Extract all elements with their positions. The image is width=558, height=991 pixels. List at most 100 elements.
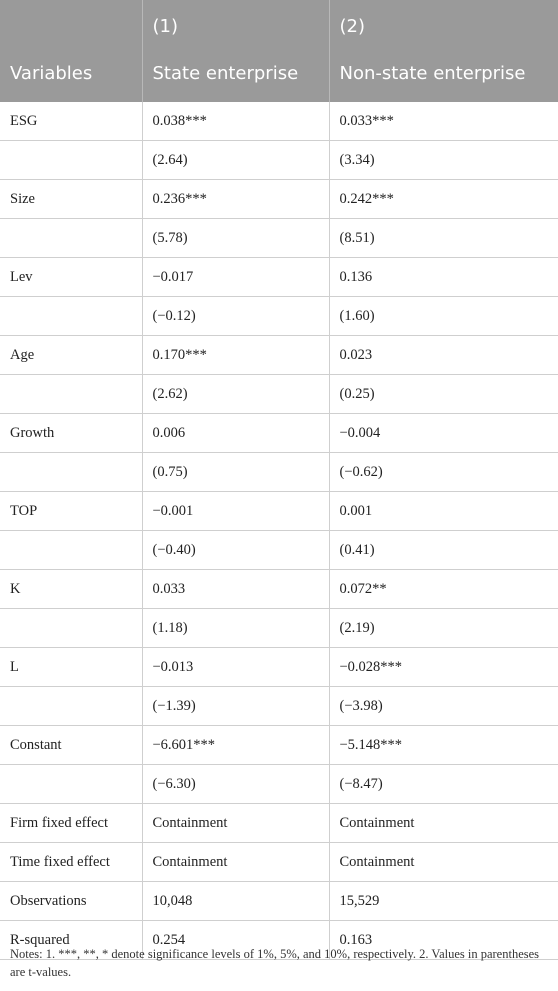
value-cell: 0.006 bbox=[142, 413, 330, 453]
value-cell: (−6.30) bbox=[142, 764, 330, 804]
table-row: Size 0.236*** 0.242*** bbox=[0, 179, 558, 219]
value-cell: (8.51) bbox=[329, 218, 558, 258]
variable-name-cell bbox=[0, 530, 143, 570]
header-cell: (2) bbox=[329, 0, 558, 48]
table-row: Time fixed effect Containment Containment bbox=[0, 842, 558, 882]
variable-name-cell: Observations bbox=[0, 881, 143, 921]
variable-name-cell: Firm fixed effect bbox=[0, 803, 143, 843]
value-cell: (1.60) bbox=[329, 296, 558, 336]
value-cell: (−0.12) bbox=[142, 296, 330, 336]
value-cell: −0.004 bbox=[329, 413, 558, 453]
value-cell: (3.34) bbox=[329, 140, 558, 180]
variable-name-cell bbox=[0, 764, 143, 804]
table-row: Age 0.170*** 0.023 bbox=[0, 335, 558, 375]
table-row: (2.64) (3.34) bbox=[0, 140, 558, 180]
table-row: (0.75) (−0.62) bbox=[0, 452, 558, 492]
value-cell: 0.038*** bbox=[142, 102, 330, 141]
value-cell: 0.023 bbox=[329, 335, 558, 375]
value-cell: 0.136 bbox=[329, 257, 558, 297]
value-cell: −5.148*** bbox=[329, 725, 558, 765]
regression-table: (1) (2) Variables State enterprise Non-s… bbox=[0, 0, 558, 960]
regression-table-container: (1) (2) Variables State enterprise Non-s… bbox=[0, 0, 558, 960]
value-cell: (2.62) bbox=[142, 374, 330, 414]
value-cell: 0.242*** bbox=[329, 179, 558, 219]
variable-name-cell: Constant bbox=[0, 725, 143, 765]
value-cell: (5.78) bbox=[142, 218, 330, 258]
table-row: (1.18) (2.19) bbox=[0, 608, 558, 648]
table-row: (−0.40) (0.41) bbox=[0, 530, 558, 570]
value-cell: (2.19) bbox=[329, 608, 558, 648]
value-cell: (−8.47) bbox=[329, 764, 558, 804]
value-cell: (0.41) bbox=[329, 530, 558, 570]
header-cell: State enterprise bbox=[142, 48, 330, 102]
variable-name-cell bbox=[0, 452, 143, 492]
table-row: R-squared 0.254 0.163 bbox=[0, 920, 558, 960]
value-cell: 0.163 bbox=[329, 920, 558, 960]
table-row: Observations 10,048 15,529 bbox=[0, 881, 558, 921]
variable-name-cell: TOP bbox=[0, 491, 143, 531]
value-cell: −6.601*** bbox=[142, 725, 330, 765]
variable-name-cell: Age bbox=[0, 335, 143, 375]
value-cell: Containment bbox=[142, 842, 330, 882]
value-cell: 0.236*** bbox=[142, 179, 330, 219]
variable-name-cell: Size bbox=[0, 179, 143, 219]
variable-name-cell: L bbox=[0, 647, 143, 687]
value-cell: (1.18) bbox=[142, 608, 330, 648]
value-cell: (0.75) bbox=[142, 452, 330, 492]
table-row: (−6.30) (−8.47) bbox=[0, 764, 558, 804]
table-row: ESG 0.038*** 0.033*** bbox=[0, 102, 558, 141]
variable-name-cell bbox=[0, 374, 143, 414]
value-cell: 0.033 bbox=[142, 569, 330, 609]
value-cell: (2.64) bbox=[142, 140, 330, 180]
value-cell: (0.25) bbox=[329, 374, 558, 414]
header-cell: Variables bbox=[0, 48, 143, 102]
header-cell: Non-state enterprise bbox=[329, 48, 558, 102]
value-cell: (−0.40) bbox=[142, 530, 330, 570]
variable-name-cell bbox=[0, 296, 143, 336]
variable-name-cell: K bbox=[0, 569, 143, 609]
value-cell: 0.254 bbox=[142, 920, 330, 960]
header-row-column-numbers: (1) (2) bbox=[0, 0, 558, 48]
header-cell: (1) bbox=[142, 0, 330, 48]
table-row: TOP −0.001 0.001 bbox=[0, 491, 558, 531]
table-row: Lev −0.017 0.136 bbox=[0, 257, 558, 297]
variable-name-cell: Lev bbox=[0, 257, 143, 297]
table-row: Constant −6.601*** −5.148*** bbox=[0, 725, 558, 765]
value-cell: (−1.39) bbox=[142, 686, 330, 726]
value-cell: −0.017 bbox=[142, 257, 330, 297]
variable-name-cell: ESG bbox=[0, 102, 143, 141]
variable-name-cell bbox=[0, 608, 143, 648]
table-body: ESG 0.038*** 0.033*** (2.64) (3.34) Size 0.236… bbox=[0, 102, 558, 960]
table-row: Firm fixed effect Containment Containment bbox=[0, 803, 558, 843]
value-cell: −0.001 bbox=[142, 491, 330, 531]
table-row: K 0.033 0.072** bbox=[0, 569, 558, 609]
value-cell: 15,529 bbox=[329, 881, 558, 921]
value-cell: −0.013 bbox=[142, 647, 330, 687]
table-row: L −0.013 −0.028*** bbox=[0, 647, 558, 687]
table-row: (−0.12) (1.60) bbox=[0, 296, 558, 336]
value-cell: Containment bbox=[142, 803, 330, 843]
variable-name-cell: R-squared bbox=[0, 920, 143, 960]
value-cell: 0.072** bbox=[329, 569, 558, 609]
value-cell: −0.028*** bbox=[329, 647, 558, 687]
value-cell: (−3.98) bbox=[329, 686, 558, 726]
variable-name-cell bbox=[0, 218, 143, 258]
header-row-column-names: Variables State enterprise Non-state ent… bbox=[0, 48, 558, 102]
value-cell: (−0.62) bbox=[329, 452, 558, 492]
variable-name-cell bbox=[0, 686, 143, 726]
value-cell: Containment bbox=[329, 842, 558, 882]
table-row: Growth 0.006 −0.004 bbox=[0, 413, 558, 453]
variable-name-cell: Time fixed effect bbox=[0, 842, 143, 882]
header-cell bbox=[0, 0, 143, 48]
variable-name-cell: Growth bbox=[0, 413, 143, 453]
table-row: (2.62) (0.25) bbox=[0, 374, 558, 414]
value-cell: 0.033*** bbox=[329, 102, 558, 141]
table-row: (5.78) (8.51) bbox=[0, 218, 558, 258]
value-cell: 0.170*** bbox=[142, 335, 330, 375]
value-cell: 0.001 bbox=[329, 491, 558, 531]
value-cell: 10,048 bbox=[142, 881, 330, 921]
table-header: (1) (2) Variables State enterprise Non-s… bbox=[0, 0, 558, 102]
table-notes: Notes: 1. ***, **, * denote significance… bbox=[10, 947, 540, 979]
value-cell: Containment bbox=[329, 803, 558, 843]
table-row: (−1.39) (−3.98) bbox=[0, 686, 558, 726]
